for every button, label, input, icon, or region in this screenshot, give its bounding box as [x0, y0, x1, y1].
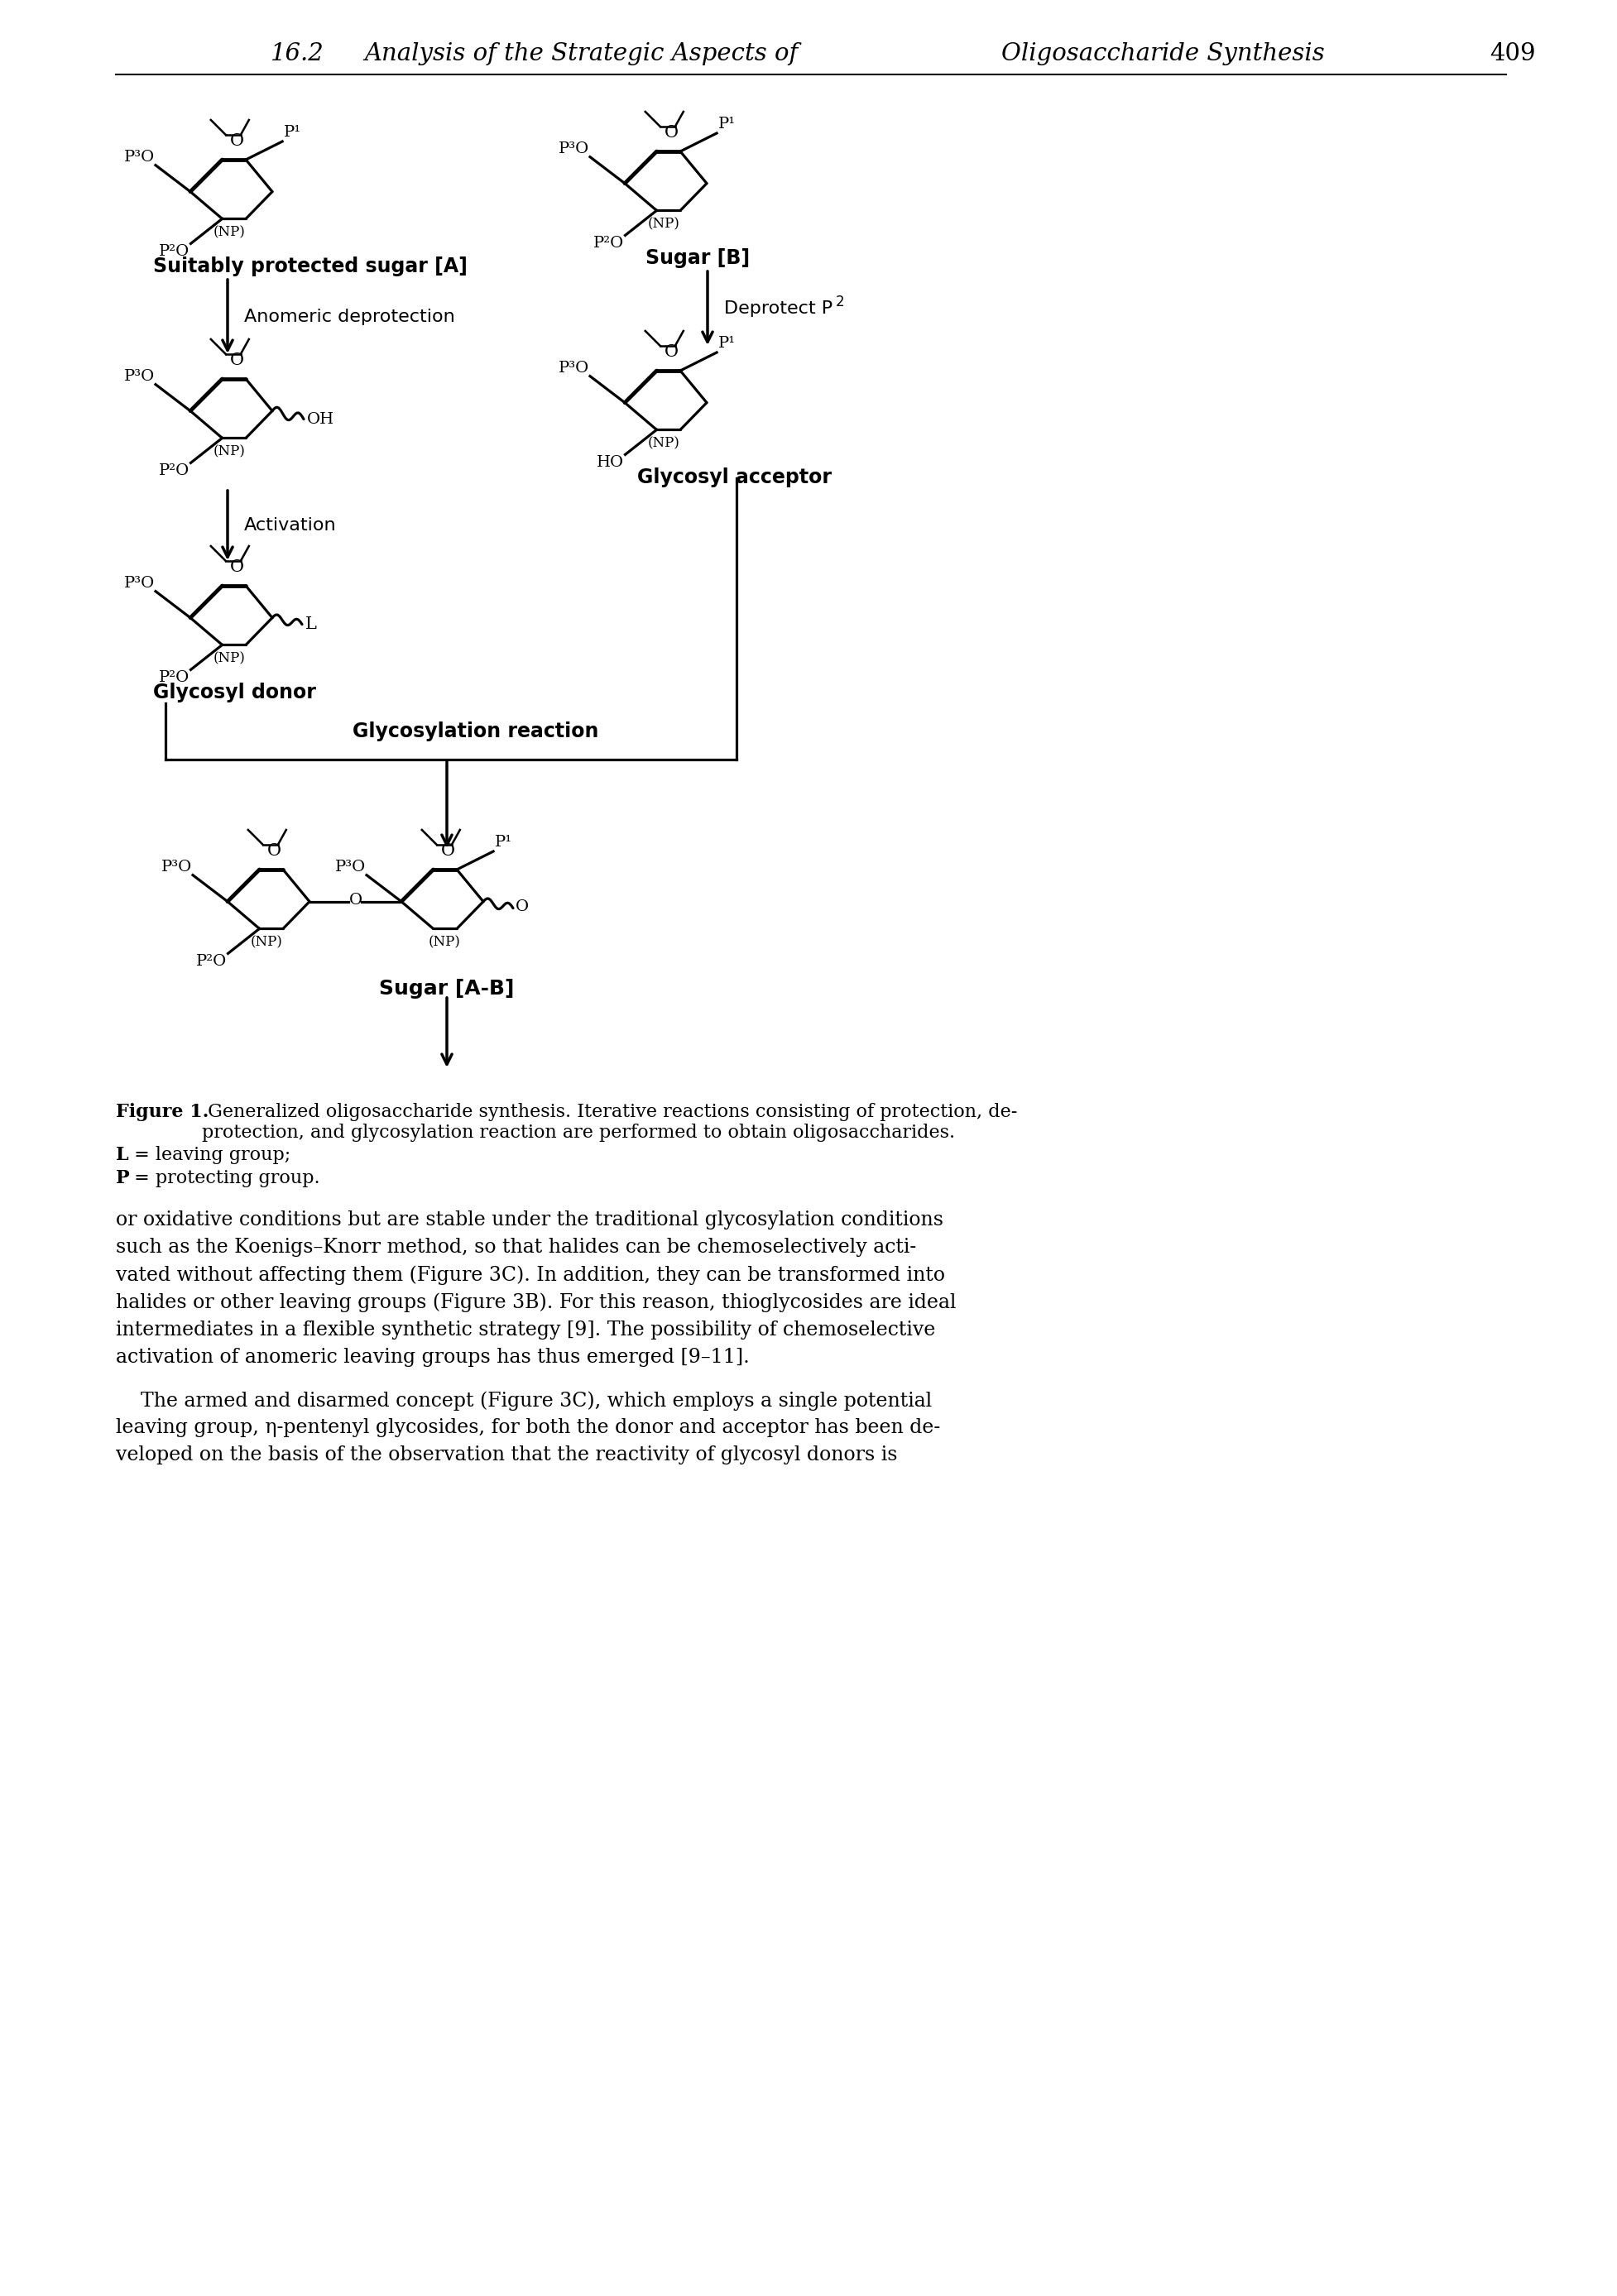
Text: O: O	[230, 354, 244, 370]
Text: P²O: P²O	[158, 670, 189, 687]
Text: P³O: P³O	[335, 859, 365, 875]
Text: 16.2: 16.2	[270, 41, 323, 64]
Text: OH: OH	[307, 411, 335, 427]
Text: (NP): (NP)	[647, 436, 679, 450]
Text: Figure 1.: Figure 1.	[116, 1102, 209, 1120]
Text: (NP): (NP)	[213, 652, 246, 666]
Text: = leaving group;: = leaving group;	[128, 1146, 291, 1164]
Text: P¹: P¹	[495, 836, 513, 850]
Text: P¹: P¹	[718, 335, 736, 351]
Text: P²O: P²O	[158, 243, 189, 259]
Text: 2: 2	[836, 294, 844, 310]
Text: Analysis of the Strategic Aspects of: Analysis of the Strategic Aspects of	[364, 41, 797, 64]
Text: P³O: P³O	[558, 360, 589, 374]
Text: Anomeric deprotection: Anomeric deprotection	[244, 308, 454, 326]
Text: Sugar [B]: Sugar [B]	[645, 248, 750, 269]
Text: P²O: P²O	[158, 464, 189, 478]
Text: Glycosylation reaction: Glycosylation reaction	[353, 721, 598, 742]
Text: P³O: P³O	[125, 576, 155, 590]
Text: O: O	[665, 126, 679, 140]
Text: The armed and disarmed concept (Figure 3C), which employs a single potential
lea: The armed and disarmed concept (Figure 3…	[116, 1391, 939, 1465]
Text: Glycosyl donor: Glycosyl donor	[154, 682, 315, 703]
Text: P³O: P³O	[162, 859, 192, 875]
Text: or oxidative conditions but are stable under the traditional glycosylation condi: or oxidative conditions but are stable u…	[116, 1210, 956, 1366]
Text: (NP): (NP)	[647, 218, 679, 232]
Text: P: P	[116, 1169, 129, 1187]
Text: L: L	[116, 1146, 129, 1164]
Text: = protecting group.: = protecting group.	[128, 1169, 320, 1187]
Text: (NP): (NP)	[213, 445, 246, 459]
Text: O: O	[516, 900, 529, 914]
Text: Generalized oligosaccharide synthesis. Iterative reactions consisting of protect: Generalized oligosaccharide synthesis. I…	[202, 1102, 1017, 1141]
Text: P²O: P²O	[196, 955, 226, 969]
Text: P³O: P³O	[125, 149, 155, 165]
Text: O: O	[230, 133, 244, 149]
Text: O: O	[665, 344, 679, 360]
Text: (NP): (NP)	[213, 225, 246, 239]
Text: P²O: P²O	[593, 236, 624, 250]
Text: P³O: P³O	[125, 370, 155, 383]
Text: Sugar [A-B]: Sugar [A-B]	[380, 978, 514, 999]
Text: Suitably protected sugar [A]: Suitably protected sugar [A]	[154, 257, 467, 276]
Text: Deprotect P: Deprotect P	[724, 301, 833, 317]
Text: P¹: P¹	[285, 124, 301, 140]
Text: O: O	[267, 843, 281, 859]
Text: O: O	[230, 560, 244, 576]
Text: Glycosyl acceptor: Glycosyl acceptor	[637, 468, 831, 487]
Text: Activation: Activation	[244, 517, 336, 533]
Text: P¹: P¹	[718, 117, 736, 131]
Text: 409: 409	[1489, 41, 1536, 64]
Text: O: O	[349, 893, 362, 907]
Text: L: L	[306, 618, 317, 631]
Text: P³O: P³O	[558, 140, 589, 156]
Text: O: O	[441, 843, 456, 859]
Text: (NP): (NP)	[251, 934, 283, 951]
Text: (NP): (NP)	[429, 934, 461, 951]
Text: Oligosaccharide Synthesis: Oligosaccharide Synthesis	[1001, 41, 1324, 64]
Text: HO: HO	[597, 455, 624, 471]
